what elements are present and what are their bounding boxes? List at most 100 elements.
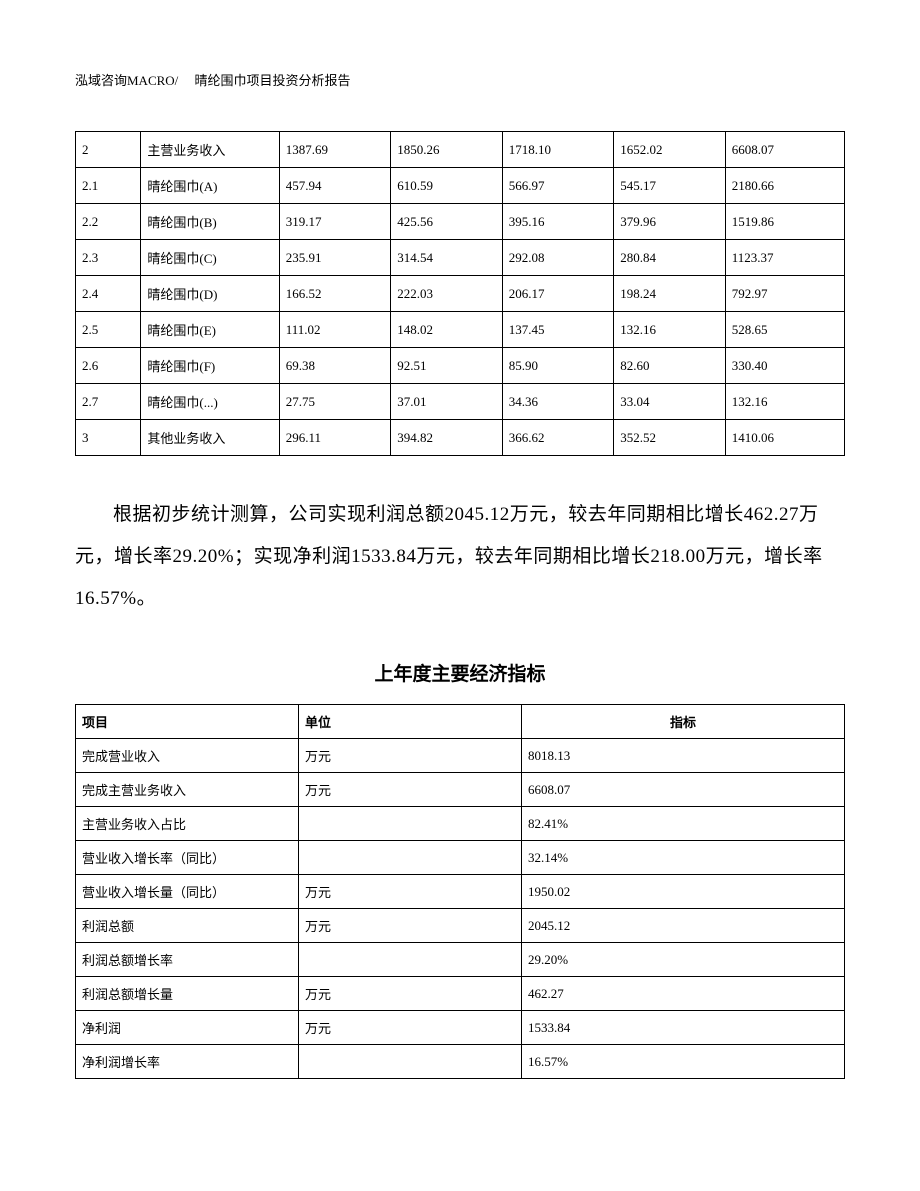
table-row: 利润总额增长率 29.20% — [76, 943, 845, 977]
header-cell: 单位 — [299, 705, 522, 739]
cell: 主营业务收入占比 — [76, 807, 299, 841]
table-row: 2.1 晴纶围巾(A) 457.94 610.59 566.97 545.17 … — [76, 168, 845, 204]
cell: 111.02 — [279, 312, 391, 348]
income-table-body: 2 主营业务收入 1387.69 1850.26 1718.10 1652.02… — [76, 132, 845, 456]
page-header: 泓域咨询MACRO/ 晴纶围巾项目投资分析报告 — [75, 70, 845, 89]
cell: 晴纶围巾(...) — [141, 384, 279, 420]
cell: 462.27 — [522, 977, 845, 1011]
cell: 34.36 — [502, 384, 614, 420]
table-row: 2 主营业务收入 1387.69 1850.26 1718.10 1652.02… — [76, 132, 845, 168]
cell: 137.45 — [502, 312, 614, 348]
table-row: 2.7 晴纶围巾(...) 27.75 37.01 34.36 33.04 13… — [76, 384, 845, 420]
cell: 330.40 — [725, 348, 844, 384]
indicators-table-body: 完成营业收入 万元 8018.13 完成主营业务收入 万元 6608.07 主营… — [76, 739, 845, 1079]
income-table: 2 主营业务收入 1387.69 1850.26 1718.10 1652.02… — [75, 131, 845, 456]
cell: 1410.06 — [725, 420, 844, 456]
cell: 792.97 — [725, 276, 844, 312]
cell: 16.57% — [522, 1045, 845, 1079]
cell: 1950.02 — [522, 875, 845, 909]
cell: 其他业务收入 — [141, 420, 279, 456]
cell: 32.14% — [522, 841, 845, 875]
cell: 69.38 — [279, 348, 391, 384]
cell: 280.84 — [614, 240, 726, 276]
cell: 1652.02 — [614, 132, 726, 168]
header-cell: 指标 — [522, 705, 845, 739]
cell: 晴纶围巾(E) — [141, 312, 279, 348]
cell: 万元 — [299, 875, 522, 909]
cell: 27.75 — [279, 384, 391, 420]
cell: 6608.07 — [725, 132, 844, 168]
cell: 33.04 — [614, 384, 726, 420]
table-row: 2.6 晴纶围巾(F) 69.38 92.51 85.90 82.60 330.… — [76, 348, 845, 384]
cell: 主营业务收入 — [141, 132, 279, 168]
cell: 545.17 — [614, 168, 726, 204]
table-row: 营业收入增长量（同比） 万元 1950.02 — [76, 875, 845, 909]
table-row: 利润总额 万元 2045.12 — [76, 909, 845, 943]
cell: 营业收入增长率（同比） — [76, 841, 299, 875]
cell: 晴纶围巾(B) — [141, 204, 279, 240]
cell: 利润总额 — [76, 909, 299, 943]
cell — [299, 841, 522, 875]
cell: 2 — [76, 132, 141, 168]
cell: 1123.37 — [725, 240, 844, 276]
cell: 1718.10 — [502, 132, 614, 168]
cell: 净利润 — [76, 1011, 299, 1045]
cell — [299, 807, 522, 841]
cell: 2180.66 — [725, 168, 844, 204]
indicators-table: 项目 单位 指标 完成营业收入 万元 8018.13 完成主营业务收入 万元 6… — [75, 704, 845, 1079]
cell: 457.94 — [279, 168, 391, 204]
cell: 29.20% — [522, 943, 845, 977]
table-row: 营业收入增长率（同比） 32.14% — [76, 841, 845, 875]
header-cell: 项目 — [76, 705, 299, 739]
table-row: 完成主营业务收入 万元 6608.07 — [76, 773, 845, 807]
cell: 完成主营业务收入 — [76, 773, 299, 807]
cell — [299, 1045, 522, 1079]
cell: 利润总额增长率 — [76, 943, 299, 977]
cell: 万元 — [299, 977, 522, 1011]
cell: 1519.86 — [725, 204, 844, 240]
cell: 314.54 — [391, 240, 503, 276]
cell: 198.24 — [614, 276, 726, 312]
cell: 2.1 — [76, 168, 141, 204]
cell: 235.91 — [279, 240, 391, 276]
cell: 379.96 — [614, 204, 726, 240]
cell: 2045.12 — [522, 909, 845, 943]
cell: 晴纶围巾(A) — [141, 168, 279, 204]
table-row: 2.2 晴纶围巾(B) 319.17 425.56 395.16 379.96 … — [76, 204, 845, 240]
cell: 222.03 — [391, 276, 503, 312]
cell: 395.16 — [502, 204, 614, 240]
cell: 万元 — [299, 739, 522, 773]
table-row: 2.3 晴纶围巾(C) 235.91 314.54 292.08 280.84 … — [76, 240, 845, 276]
cell: 万元 — [299, 773, 522, 807]
cell: 利润总额增长量 — [76, 977, 299, 1011]
table-row: 主营业务收入占比 82.41% — [76, 807, 845, 841]
cell: 1533.84 — [522, 1011, 845, 1045]
summary-paragraph: 根据初步统计测算，公司实现利润总额2045.12万元，较去年同期相比增长462.… — [75, 494, 845, 619]
cell: 394.82 — [391, 420, 503, 456]
cell: 610.59 — [391, 168, 503, 204]
cell: 425.56 — [391, 204, 503, 240]
cell: 296.11 — [279, 420, 391, 456]
cell: 营业收入增长量（同比） — [76, 875, 299, 909]
cell: 6608.07 — [522, 773, 845, 807]
table-row: 净利润增长率 16.57% — [76, 1045, 845, 1079]
cell — [299, 943, 522, 977]
cell: 净利润增长率 — [76, 1045, 299, 1079]
table-row: 利润总额增长量 万元 462.27 — [76, 977, 845, 1011]
cell: 晴纶围巾(F) — [141, 348, 279, 384]
cell: 566.97 — [502, 168, 614, 204]
cell: 1850.26 — [391, 132, 503, 168]
cell: 352.52 — [614, 420, 726, 456]
cell: 82.41% — [522, 807, 845, 841]
cell: 8018.13 — [522, 739, 845, 773]
cell: 206.17 — [502, 276, 614, 312]
cell: 万元 — [299, 909, 522, 943]
table-row: 3 其他业务收入 296.11 394.82 366.62 352.52 141… — [76, 420, 845, 456]
cell: 晴纶围巾(D) — [141, 276, 279, 312]
table-row: 净利润 万元 1533.84 — [76, 1011, 845, 1045]
table-header-row: 项目 单位 指标 — [76, 705, 845, 739]
cell: 完成营业收入 — [76, 739, 299, 773]
cell: 2.7 — [76, 384, 141, 420]
cell: 366.62 — [502, 420, 614, 456]
cell: 3 — [76, 420, 141, 456]
